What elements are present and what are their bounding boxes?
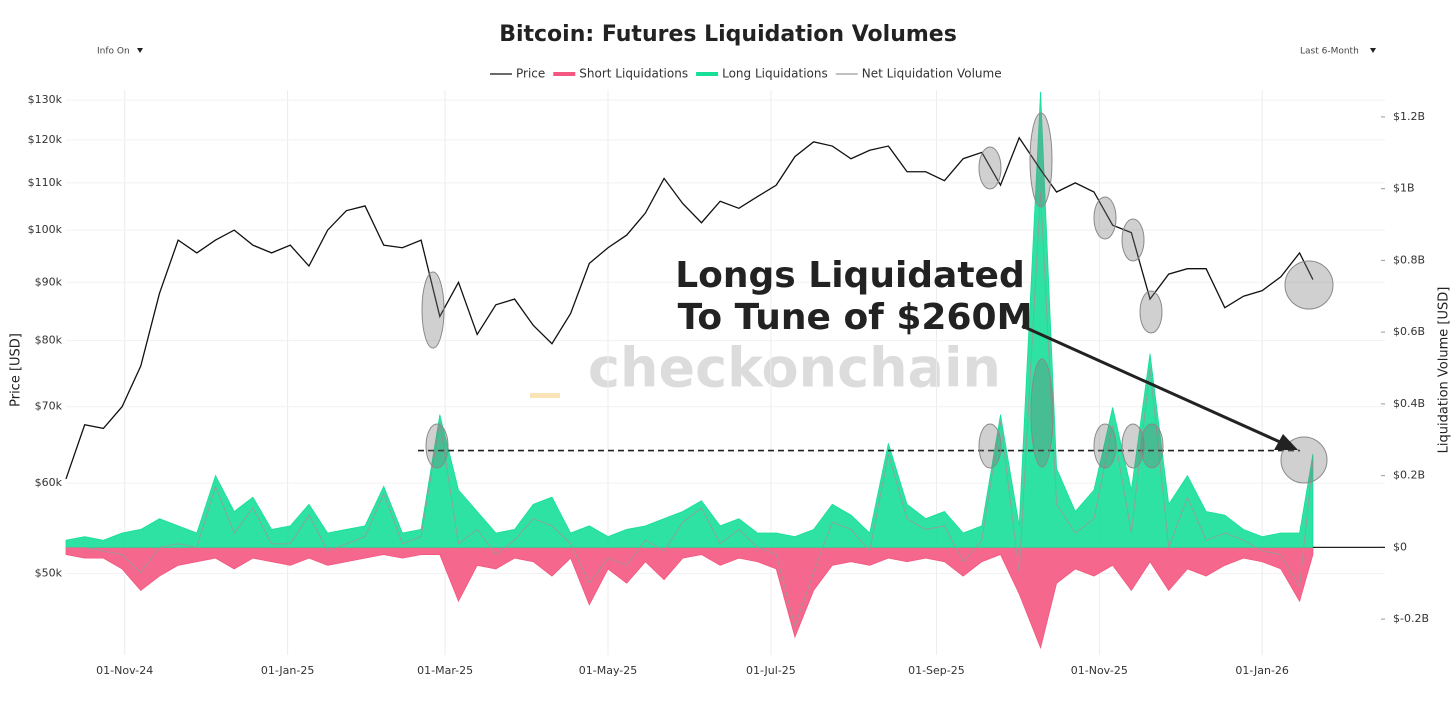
y2-tick-label: $0.2B <box>1393 469 1425 482</box>
y-tick-label: $70k <box>35 400 63 413</box>
y-tick-label: $80k <box>35 334 63 347</box>
highlight <box>1093 423 1117 469</box>
area <box>65 546 1314 650</box>
y-axis-title: Price [USD] <box>9 333 24 407</box>
x-tick-label: 01-Jul-25 <box>746 664 796 677</box>
highlight <box>1121 423 1145 469</box>
x-tick-label: 01-Mar-25 <box>417 664 473 677</box>
legend: Price Short Liquidations Long Liquidations… <box>490 67 1002 81</box>
watermark: checkonchain <box>588 337 1001 400</box>
highlight <box>1140 423 1164 469</box>
highlights: Longs Liquidated To Tune of $260M <box>421 112 1334 484</box>
x-tick-label: 01-Jan-25 <box>261 664 315 677</box>
y2-tick-label: $-0.2B <box>1393 612 1429 625</box>
y2-tick-label: $0 <box>1393 540 1407 553</box>
highlight <box>1284 260 1334 310</box>
x-tick-label: 01-Jan-26 <box>1235 664 1289 677</box>
legend-label: Net Liquidation Volume <box>862 67 1002 81</box>
y2-tick-label: $1.2B <box>1393 110 1425 123</box>
y-tick-label: $110k <box>28 176 63 189</box>
highlight <box>1030 358 1054 468</box>
y-tick-label: $100k <box>28 223 63 236</box>
background: checkonchain <box>530 337 1001 400</box>
y2-tick-label: $0.4B <box>1393 397 1425 410</box>
annotation: Longs Liquidated <box>675 255 1025 296</box>
x-tick-label: 01-Sep-25 <box>908 664 965 677</box>
x-tick-label: 01-May-25 <box>579 664 637 677</box>
x-tick-label: 01-Nov-24 <box>96 664 153 677</box>
highlight <box>1093 196 1117 240</box>
x-tick-label: 01-Nov-25 <box>1071 664 1128 677</box>
arrow-head <box>1274 434 1298 450</box>
highlight <box>421 271 445 349</box>
y-tick-label: $50k <box>35 566 63 579</box>
y-tick-label: $90k <box>35 275 63 288</box>
grid: 01-Nov-24 01-Jan-25 01-Mar-25 01-May-25 01-J… <box>28 90 1429 677</box>
plot <box>65 91 1385 650</box>
highlight <box>978 146 1002 190</box>
info-toggle[interactable]: Info On <box>97 47 130 57</box>
highlight <box>1121 218 1145 262</box>
legend-label: Long Liquidations <box>722 67 828 81</box>
range-select[interactable]: Last 6-Month <box>1300 47 1359 57</box>
y2-tick-label: $1B <box>1393 182 1415 195</box>
highlight <box>1139 290 1163 334</box>
area <box>65 91 1314 548</box>
dropdown-arrow[interactable] <box>1370 48 1376 53</box>
chart-title: Bitcoin: Futures Liquidation Volumes <box>499 22 957 47</box>
y2-axis-title: Liquidation Volume [USD] <box>1437 287 1452 454</box>
dropdown-arrow[interactable] <box>137 48 143 53</box>
highlight <box>1029 112 1053 208</box>
y2-tick-label: $0.8B <box>1393 253 1425 266</box>
y2-tick-label: $0.6B <box>1393 325 1425 338</box>
arrow <box>1021 324 1281 444</box>
annotation: To Tune of $260M <box>678 297 1033 338</box>
y-tick-label: $130k <box>28 93 63 106</box>
y-tick-label: $60k <box>35 476 63 489</box>
line <box>66 192 1314 628</box>
y-tick-label: $120k <box>28 133 63 146</box>
legend-label: Short Liquidations <box>579 67 688 81</box>
watermark-mark <box>530 393 560 398</box>
line <box>65 136 1314 480</box>
highlight <box>978 423 1002 469</box>
legend-label: Price <box>516 67 545 81</box>
highlight <box>425 423 449 469</box>
